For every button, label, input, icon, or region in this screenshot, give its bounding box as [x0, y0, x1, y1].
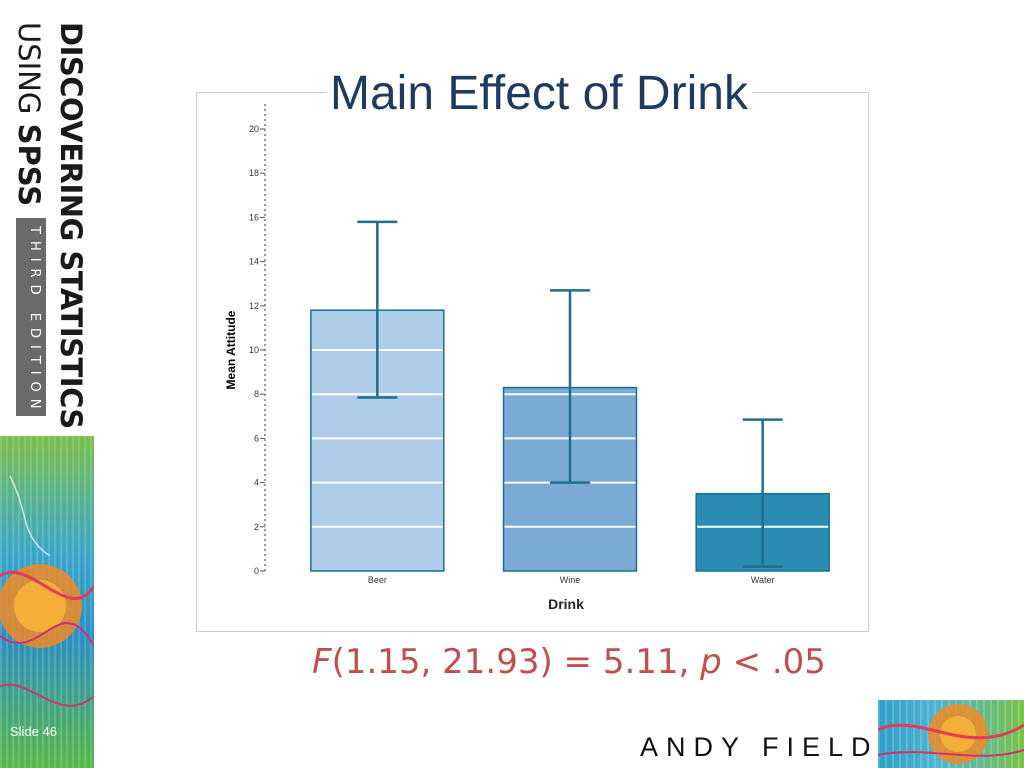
cover-artwork-left [0, 436, 94, 768]
f-args: (1.15, 21.93) = 5.11, [331, 642, 701, 682]
y-tick-label: 18 [249, 168, 259, 178]
y-tick-label: 10 [249, 345, 259, 355]
anova-result: F(1.15, 21.93) = 5.11, p < .05 [312, 642, 826, 682]
edition-label: THIRD EDITION [27, 226, 42, 416]
y-tick-label: 8 [254, 389, 259, 399]
author-name: ANDY FIELD [640, 732, 879, 762]
book-title-spss: SPSS [12, 123, 46, 207]
x-axis-label: Drink [548, 596, 584, 612]
book-title-line1: DISCOVERING STATISTICS [54, 22, 88, 429]
y-tick-label: 4 [254, 478, 259, 488]
x-tick-label: Water [751, 575, 775, 585]
p-symbol: p [700, 642, 722, 682]
book-title-line2: USING SPSS [12, 22, 46, 222]
x-tick-label: Beer [368, 575, 387, 585]
y-tick-label: 6 [254, 433, 259, 443]
slide-title: Main Effect of Drink [326, 66, 752, 121]
slide-number: Slide 46 [10, 724, 57, 739]
bar-chart: 0 2 4 6 8 10 12 14 16 18 20 Beer Wine Water Mean Att… [224, 103, 830, 612]
y-tick-label: 0 [254, 566, 259, 576]
y-tick-label: 2 [254, 522, 259, 532]
f-symbol: F [312, 642, 332, 682]
y-axis-label: Mean Attitude [224, 310, 238, 389]
bar-chart-frame: 0 2 4 6 8 10 12 14 16 18 20 Beer Wine Water Mean Att… [196, 92, 869, 632]
y-tick-label: 16 [249, 212, 259, 222]
y-tick-label: 20 [249, 124, 259, 134]
y-tick-label: 12 [249, 301, 259, 311]
x-tick-label: Wine [560, 575, 581, 585]
edition-badge: THIRD EDITION [16, 218, 46, 416]
x-axis: Beer Wine Water [368, 575, 775, 585]
y-axis: 0 2 4 6 8 10 12 14 16 18 20 [249, 103, 266, 576]
book-banner: DISCOVERING STATISTICS USING SPSS THIRD … [0, 0, 96, 430]
cover-artwork-right [878, 700, 1024, 768]
book-title-using: USING [12, 22, 46, 115]
bars [310, 220, 830, 572]
y-tick-label: 14 [249, 257, 259, 267]
p-text: < .05 [721, 642, 826, 682]
